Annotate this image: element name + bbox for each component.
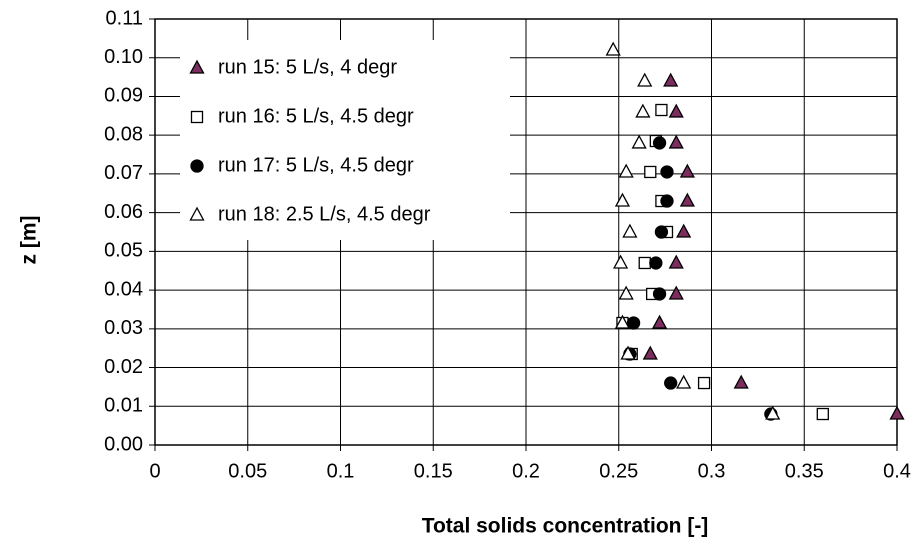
x-tick-label: 0.1	[327, 460, 355, 482]
marker	[189, 206, 205, 221]
y-tick-label: 0.00	[104, 433, 143, 455]
legend-label: run 18: 2.5 L/s, 4.5 degr	[218, 203, 431, 225]
marker	[618, 163, 634, 178]
legend-label: run 15: 5 L/s, 4 degr	[218, 56, 397, 78]
y-tick-label: 0.09	[104, 85, 143, 107]
marker	[660, 165, 674, 179]
marker	[676, 223, 692, 238]
marker	[668, 103, 684, 118]
marker	[190, 110, 204, 124]
marker	[668, 134, 684, 149]
x-tick-label: 0.25	[599, 460, 638, 482]
x-tick-label: 0.4	[883, 460, 911, 482]
y-tick-label: 0.03	[104, 317, 143, 339]
marker	[651, 314, 668, 329]
y-tick-label: 0.06	[104, 201, 143, 223]
y-tick-label: 0.08	[104, 123, 143, 145]
marker	[637, 72, 653, 87]
marker	[613, 254, 629, 269]
marker	[668, 254, 684, 269]
marker	[679, 192, 695, 207]
marker	[655, 103, 668, 117]
y-tick-label: 0.02	[104, 356, 143, 378]
y-tick-label: 0.07	[104, 162, 143, 184]
y-axis-label: z [m]	[18, 216, 41, 265]
marker	[618, 285, 634, 300]
marker	[190, 159, 204, 173]
marker	[664, 376, 678, 390]
legend-label: run 17: 5 L/s, 4.5 degr	[218, 154, 414, 176]
marker	[889, 405, 905, 420]
marker	[660, 194, 674, 208]
y-tick-label: 0.11	[106, 7, 143, 29]
marker	[622, 223, 638, 238]
marker	[189, 59, 205, 74]
marker	[652, 136, 667, 150]
x-tick-label: 0	[149, 460, 160, 482]
marker	[652, 287, 667, 301]
marker	[638, 256, 651, 270]
marker	[668, 285, 684, 300]
marker	[620, 345, 636, 360]
y-tick-label: 0.05	[104, 240, 143, 262]
marker	[765, 405, 781, 420]
x-tick-label: 0.2	[512, 460, 540, 482]
marker	[644, 165, 657, 179]
marker	[614, 314, 631, 329]
marker	[679, 163, 695, 178]
marker	[605, 41, 621, 56]
marker	[626, 316, 641, 330]
x-tick-label: 0.35	[785, 460, 824, 482]
x-axis-label: Total solids concentration [-]	[422, 515, 709, 538]
marker	[733, 374, 749, 389]
x-tick-label: 0.15	[414, 460, 453, 482]
marker	[663, 72, 679, 87]
marker	[614, 192, 631, 207]
marker	[697, 376, 711, 390]
y-tick-label: 0.01	[104, 395, 143, 417]
marker	[649, 256, 663, 270]
x-tick-label: 0.05	[228, 460, 267, 482]
marker	[635, 103, 651, 118]
plot-frame	[154, 18, 898, 446]
legend-box	[180, 40, 510, 240]
marker	[654, 225, 669, 239]
legend-label: run 16: 5 L/s, 4.5 degr	[218, 105, 414, 127]
marker	[642, 345, 658, 360]
marker	[631, 134, 647, 149]
y-tick-label: 0.10	[104, 46, 143, 68]
y-tick-label: 0.04	[104, 278, 143, 300]
marker	[676, 374, 692, 389]
marker	[816, 407, 829, 421]
x-tick-label: 0.3	[698, 460, 726, 482]
